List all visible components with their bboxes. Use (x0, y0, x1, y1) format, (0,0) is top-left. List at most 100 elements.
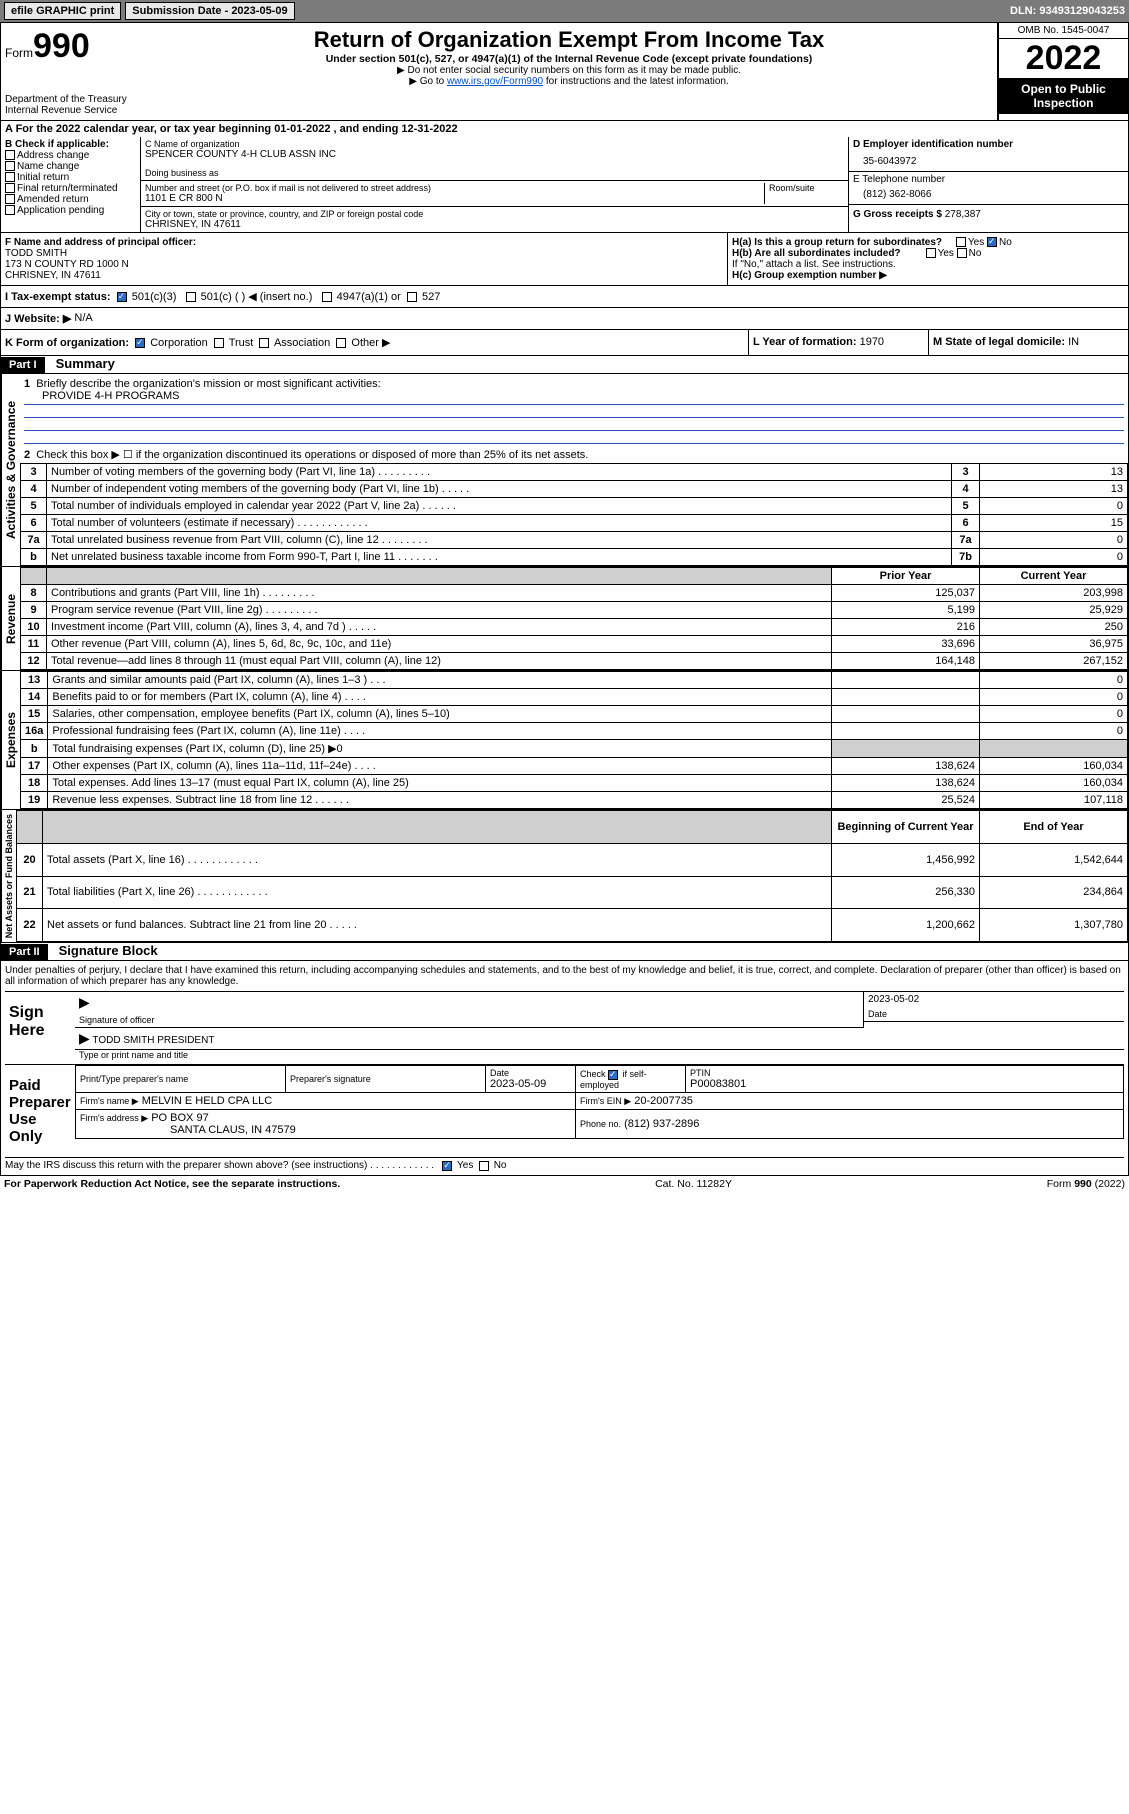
line-code: 7a (952, 532, 980, 549)
line-value: 13 (980, 464, 1128, 481)
city-label: City or town, state or province, country… (145, 209, 844, 219)
footer: For Paperwork Reduction Act Notice, see … (0, 1176, 1129, 1192)
current-year-value: 0 (980, 723, 1128, 740)
vlabel-revenue: Revenue (1, 567, 20, 670)
line-label: Total expenses. Add lines 13–17 (must eq… (48, 775, 832, 792)
table-netassets: Beginning of Current Year End of Year20 … (16, 810, 1128, 942)
box-k-label: K Form of organization: (5, 337, 129, 349)
prior-year-value: 33,696 (832, 636, 980, 653)
table-expenses: 13 Grants and similar amounts paid (Part… (20, 671, 1128, 809)
h-b-row: H(b) Are all subordinates included? Yes … (732, 248, 1124, 259)
line-num: 16a (21, 723, 48, 740)
chk-corporation[interactable] (135, 338, 145, 348)
chk-other[interactable] (336, 338, 346, 348)
line-num: 19 (21, 792, 48, 809)
street-label: Number and street (or P.O. box if mail i… (145, 183, 764, 193)
line-num: 5 (21, 498, 47, 515)
box-b: B Check if applicable: Address change Na… (1, 137, 141, 232)
line-code: 3 (952, 464, 980, 481)
line-code: 7b (952, 549, 980, 566)
box-m-label: M State of legal domicile: (933, 336, 1065, 348)
line-num: 13 (21, 672, 48, 689)
open-to-public: Open to Public Inspection (999, 78, 1128, 114)
summary-expenses: Expenses 13 Grants and similar amounts p… (0, 671, 1129, 810)
part1-hdr: Part I (1, 357, 45, 373)
org-name: SPENCER COUNTY 4-H CLUB ASSN INC (145, 149, 844, 160)
current-year-value: 36,975 (980, 636, 1128, 653)
line-label: Total number of volunteers (estimate if … (47, 515, 952, 532)
firm-addr2: SANTA CLAUS, IN 47579 (80, 1124, 296, 1136)
subtitle-1: Under section 501(c), 527, or 4947(a)(1)… (149, 53, 989, 65)
line-label: Grants and similar amounts paid (Part IX… (48, 672, 832, 689)
current-year-value: 250 (980, 619, 1128, 636)
prior-year-value (832, 723, 980, 740)
declaration: Under penalties of perjury, I declare th… (5, 965, 1124, 987)
chk-trust[interactable] (214, 338, 224, 348)
line-label: Other revenue (Part VIII, column (A), li… (47, 636, 832, 653)
vlabel-netassets: Net Assets or Fund Balances (1, 810, 16, 942)
chk-application-pending[interactable]: Application pending (17, 205, 104, 216)
submission-date-button[interactable]: Submission Date - 2023-05-09 (125, 2, 294, 20)
current-year-value: 0 (980, 672, 1128, 689)
chk-address-change[interactable]: Address change (17, 150, 89, 161)
chk-amended-return[interactable]: Amended return (17, 194, 89, 205)
line-num: 9 (21, 602, 47, 619)
irs-label: Internal Revenue Service (5, 105, 137, 116)
year-formation: 1970 (860, 336, 884, 348)
info-grid: B Check if applicable: Address change Na… (0, 137, 1129, 233)
line-num: b (21, 740, 48, 758)
line-label: Investment income (Part VIII, column (A)… (47, 619, 832, 636)
q1-label: Briefly describe the organization's miss… (36, 378, 380, 390)
efile-topbar: efile GRAPHIC print Submission Date - 20… (0, 0, 1129, 22)
summary-revenue: Revenue Prior Year Current Year8 Contrib… (0, 567, 1129, 671)
dln-label: DLN: 93493129043253 (1010, 5, 1125, 17)
line-label: Number of independent voting members of … (47, 481, 952, 498)
pt-sig-label: Preparer's signature (290, 1074, 481, 1084)
website-value: N/A (74, 312, 92, 325)
phone-value: (812) 362-8066 (853, 185, 1124, 202)
chk-final-return[interactable]: Final return/terminated (17, 183, 118, 194)
efile-print-button[interactable]: efile GRAPHIC print (4, 2, 121, 20)
line-num: 7a (21, 532, 47, 549)
line-label: Other expenses (Part IX, column (A), lin… (48, 758, 832, 775)
line-num: 17 (21, 758, 48, 775)
chk-501c3[interactable] (117, 292, 127, 302)
box-j-label: J Website: ▶ (5, 312, 71, 325)
chk-name-change[interactable]: Name change (17, 161, 79, 172)
line-label: Salaries, other compensation, employee b… (48, 706, 832, 723)
box-d-label: D Employer identification number (853, 139, 1124, 150)
chk-discuss-no[interactable] (479, 1161, 489, 1171)
box-f-label: F Name and address of principal officer: (5, 237, 723, 248)
col-header: End of Year (980, 811, 1128, 844)
chk-527[interactable] (407, 292, 417, 302)
footer-form: Form 990 (2022) (1047, 1178, 1125, 1190)
table-activities: 3 Number of voting members of the govern… (20, 463, 1128, 566)
line-label: Total unrelated business revenue from Pa… (47, 532, 952, 549)
chk-initial-return[interactable]: Initial return (17, 172, 69, 183)
line-value: 0 (980, 549, 1128, 566)
officer-addr2: CHRISNEY, IN 47611 (5, 270, 723, 281)
vlabel-expenses: Expenses (1, 671, 20, 809)
current-year-value: 0 (980, 706, 1128, 723)
i-row: I Tax-exempt status: 501(c)(3) 501(c) ( … (0, 286, 1129, 308)
current-year-value (980, 740, 1128, 758)
chk-501c[interactable] (186, 292, 196, 302)
line-label: Total fundraising expenses (Part IX, col… (48, 740, 832, 758)
line-value: 13 (980, 481, 1128, 498)
f-h-row: F Name and address of principal officer:… (0, 233, 1129, 286)
prior-year-value (832, 740, 980, 758)
line-num: 21 (17, 876, 43, 909)
line-num: 4 (21, 481, 47, 498)
line-value: 15 (980, 515, 1128, 532)
line-value: 0 (980, 532, 1128, 549)
line-label: Professional fundraising fees (Part IX, … (48, 723, 832, 740)
chk-discuss-yes[interactable] (442, 1161, 452, 1171)
chk-4947[interactable] (322, 292, 332, 302)
irs-link[interactable]: www.irs.gov/Form990 (447, 76, 543, 87)
chk-association[interactable] (259, 338, 269, 348)
current-year-value: 203,998 (980, 585, 1128, 602)
j-row: J Website: ▶ N/A (0, 308, 1129, 330)
line-label: Net assets or fund balances. Subtract li… (43, 909, 832, 942)
prior-year-value: 5,199 (832, 602, 980, 619)
prior-year-value: 1,200,662 (832, 909, 980, 942)
